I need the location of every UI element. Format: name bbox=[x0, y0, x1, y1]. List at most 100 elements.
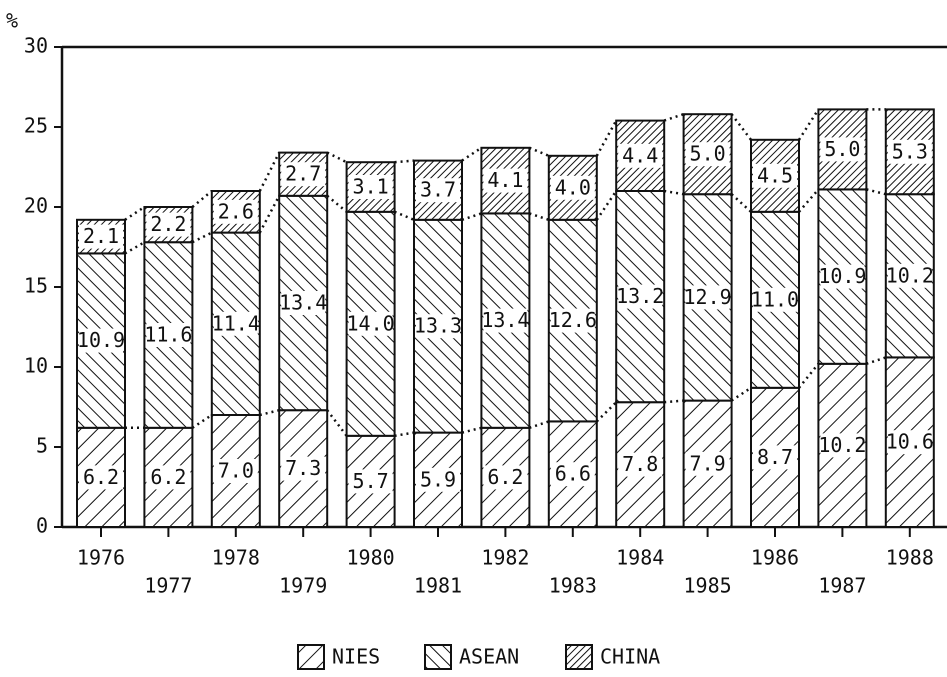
connector bbox=[798, 363, 820, 389]
value-label: 6.2 bbox=[150, 465, 186, 489]
connector bbox=[326, 194, 348, 213]
y-tick-label: 10 bbox=[24, 354, 48, 378]
legend-label: CHINA bbox=[600, 645, 660, 669]
connector bbox=[191, 190, 213, 208]
value-label-bg bbox=[618, 452, 663, 477]
connector bbox=[595, 119, 618, 157]
connector bbox=[664, 399, 684, 404]
x-tick-label: 1980 bbox=[347, 546, 395, 570]
value-label: 2.6 bbox=[218, 199, 254, 223]
value-label-bg bbox=[416, 467, 460, 492]
connector bbox=[461, 146, 483, 162]
value-label: 11.0 bbox=[751, 287, 799, 311]
value-label: 2.2 bbox=[150, 212, 186, 236]
value-label-bg bbox=[550, 175, 595, 200]
value-label-bg bbox=[618, 143, 663, 168]
connector bbox=[730, 386, 752, 402]
value-label-bg bbox=[820, 137, 865, 162]
connector bbox=[191, 231, 213, 244]
connector bbox=[461, 426, 482, 434]
value-label: 2.1 bbox=[83, 224, 119, 248]
value-label-bg bbox=[685, 451, 730, 476]
value-label-bg bbox=[79, 465, 123, 490]
value-label: 13.2 bbox=[616, 284, 664, 308]
value-label-bg bbox=[753, 287, 797, 312]
value-label-bg bbox=[146, 465, 191, 490]
y-tick-label: 0 bbox=[36, 514, 48, 538]
value-label: 3.7 bbox=[420, 178, 456, 202]
connector bbox=[730, 113, 752, 141]
value-label: 11.6 bbox=[144, 323, 192, 347]
value-label: 4.4 bbox=[622, 143, 658, 167]
value-label: 5.3 bbox=[892, 139, 928, 163]
connector bbox=[394, 159, 415, 164]
y-tick-label: 15 bbox=[24, 274, 48, 298]
value-label: 7.8 bbox=[622, 452, 658, 476]
y-tick-label: 30 bbox=[24, 34, 48, 58]
value-label-bg bbox=[753, 445, 797, 470]
y-tick-label: 5 bbox=[36, 434, 48, 458]
value-label-bg bbox=[887, 139, 932, 164]
value-label: 7.9 bbox=[690, 451, 726, 475]
value-label: 13.4 bbox=[279, 291, 327, 315]
connector bbox=[191, 413, 213, 429]
value-label-bg bbox=[887, 263, 932, 288]
x-tick-label: 1979 bbox=[279, 574, 327, 598]
value-label: 8.7 bbox=[757, 445, 793, 469]
value-label-bg bbox=[483, 465, 528, 490]
connector bbox=[529, 212, 550, 221]
connector bbox=[394, 431, 415, 438]
value-label-bg bbox=[146, 212, 191, 237]
value-label-bg bbox=[146, 323, 191, 347]
value-label-bg bbox=[348, 469, 393, 494]
legend-swatch bbox=[424, 644, 452, 670]
value-label-bg bbox=[820, 264, 865, 289]
connector bbox=[797, 108, 820, 141]
value-label: 5.9 bbox=[420, 467, 456, 491]
value-label-bg bbox=[348, 175, 393, 199]
value-label: 2.7 bbox=[285, 162, 321, 186]
value-label-bg bbox=[685, 142, 730, 167]
value-label: 4.1 bbox=[487, 168, 523, 192]
value-label-bg bbox=[79, 224, 123, 249]
value-label-bg bbox=[416, 314, 460, 339]
connector bbox=[259, 408, 280, 417]
connector bbox=[595, 190, 618, 221]
value-label-bg bbox=[79, 328, 123, 353]
value-label: 5.0 bbox=[690, 142, 726, 166]
value-label-bg bbox=[550, 462, 595, 487]
value-label-bg bbox=[281, 456, 326, 481]
connector bbox=[866, 356, 887, 365]
value-label-bg bbox=[820, 433, 865, 458]
value-label: 7.3 bbox=[285, 456, 321, 480]
value-label-bg bbox=[213, 459, 258, 483]
connector bbox=[461, 212, 482, 221]
y-tick-label: 25 bbox=[24, 114, 48, 138]
value-label-bg bbox=[213, 199, 258, 224]
value-label-bg bbox=[213, 311, 258, 336]
connector bbox=[124, 241, 146, 255]
value-label-bg bbox=[685, 285, 730, 310]
value-label: 4.0 bbox=[555, 175, 591, 199]
connector bbox=[124, 205, 146, 221]
value-label: 3.1 bbox=[353, 175, 389, 199]
x-tick-label: 1977 bbox=[144, 574, 192, 598]
value-label-bg bbox=[348, 311, 393, 336]
connector bbox=[663, 189, 684, 196]
value-label-bg bbox=[618, 284, 663, 309]
connector bbox=[326, 151, 348, 164]
value-label: 7.0 bbox=[218, 459, 254, 483]
value-label-bg bbox=[887, 430, 932, 455]
connector bbox=[258, 195, 281, 234]
value-label: 14.0 bbox=[347, 311, 395, 335]
x-tick-label: 1982 bbox=[481, 546, 529, 570]
legend-label: ASEAN bbox=[459, 645, 519, 669]
connector bbox=[866, 188, 887, 196]
value-label-bg bbox=[416, 178, 460, 203]
value-label: 10.6 bbox=[886, 430, 934, 454]
value-label: 4.5 bbox=[757, 163, 793, 187]
value-label: 11.4 bbox=[212, 311, 260, 335]
value-label-bg bbox=[281, 291, 326, 315]
value-label: 13.3 bbox=[414, 314, 462, 338]
value-label: 10.9 bbox=[818, 264, 866, 288]
